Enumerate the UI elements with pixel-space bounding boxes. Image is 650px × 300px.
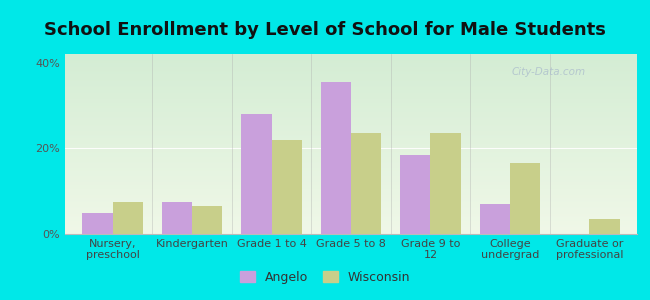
Bar <box>83 213 112 234</box>
Bar <box>112 202 143 234</box>
Text: School Enrollment by Level of School for Male Students: School Enrollment by Level of School for… <box>44 21 606 39</box>
Bar <box>351 133 381 234</box>
Bar <box>400 155 430 234</box>
Bar <box>510 163 540 234</box>
Text: City-Data.com: City-Data.com <box>511 67 585 76</box>
Bar <box>241 114 272 234</box>
Bar <box>272 140 302 234</box>
Bar <box>162 202 192 234</box>
Bar <box>321 82 351 234</box>
Bar <box>590 219 619 234</box>
Legend: Angelo, Wisconsin: Angelo, Wisconsin <box>236 267 414 288</box>
Bar <box>430 133 461 234</box>
Bar <box>192 206 222 234</box>
Bar <box>480 204 510 234</box>
